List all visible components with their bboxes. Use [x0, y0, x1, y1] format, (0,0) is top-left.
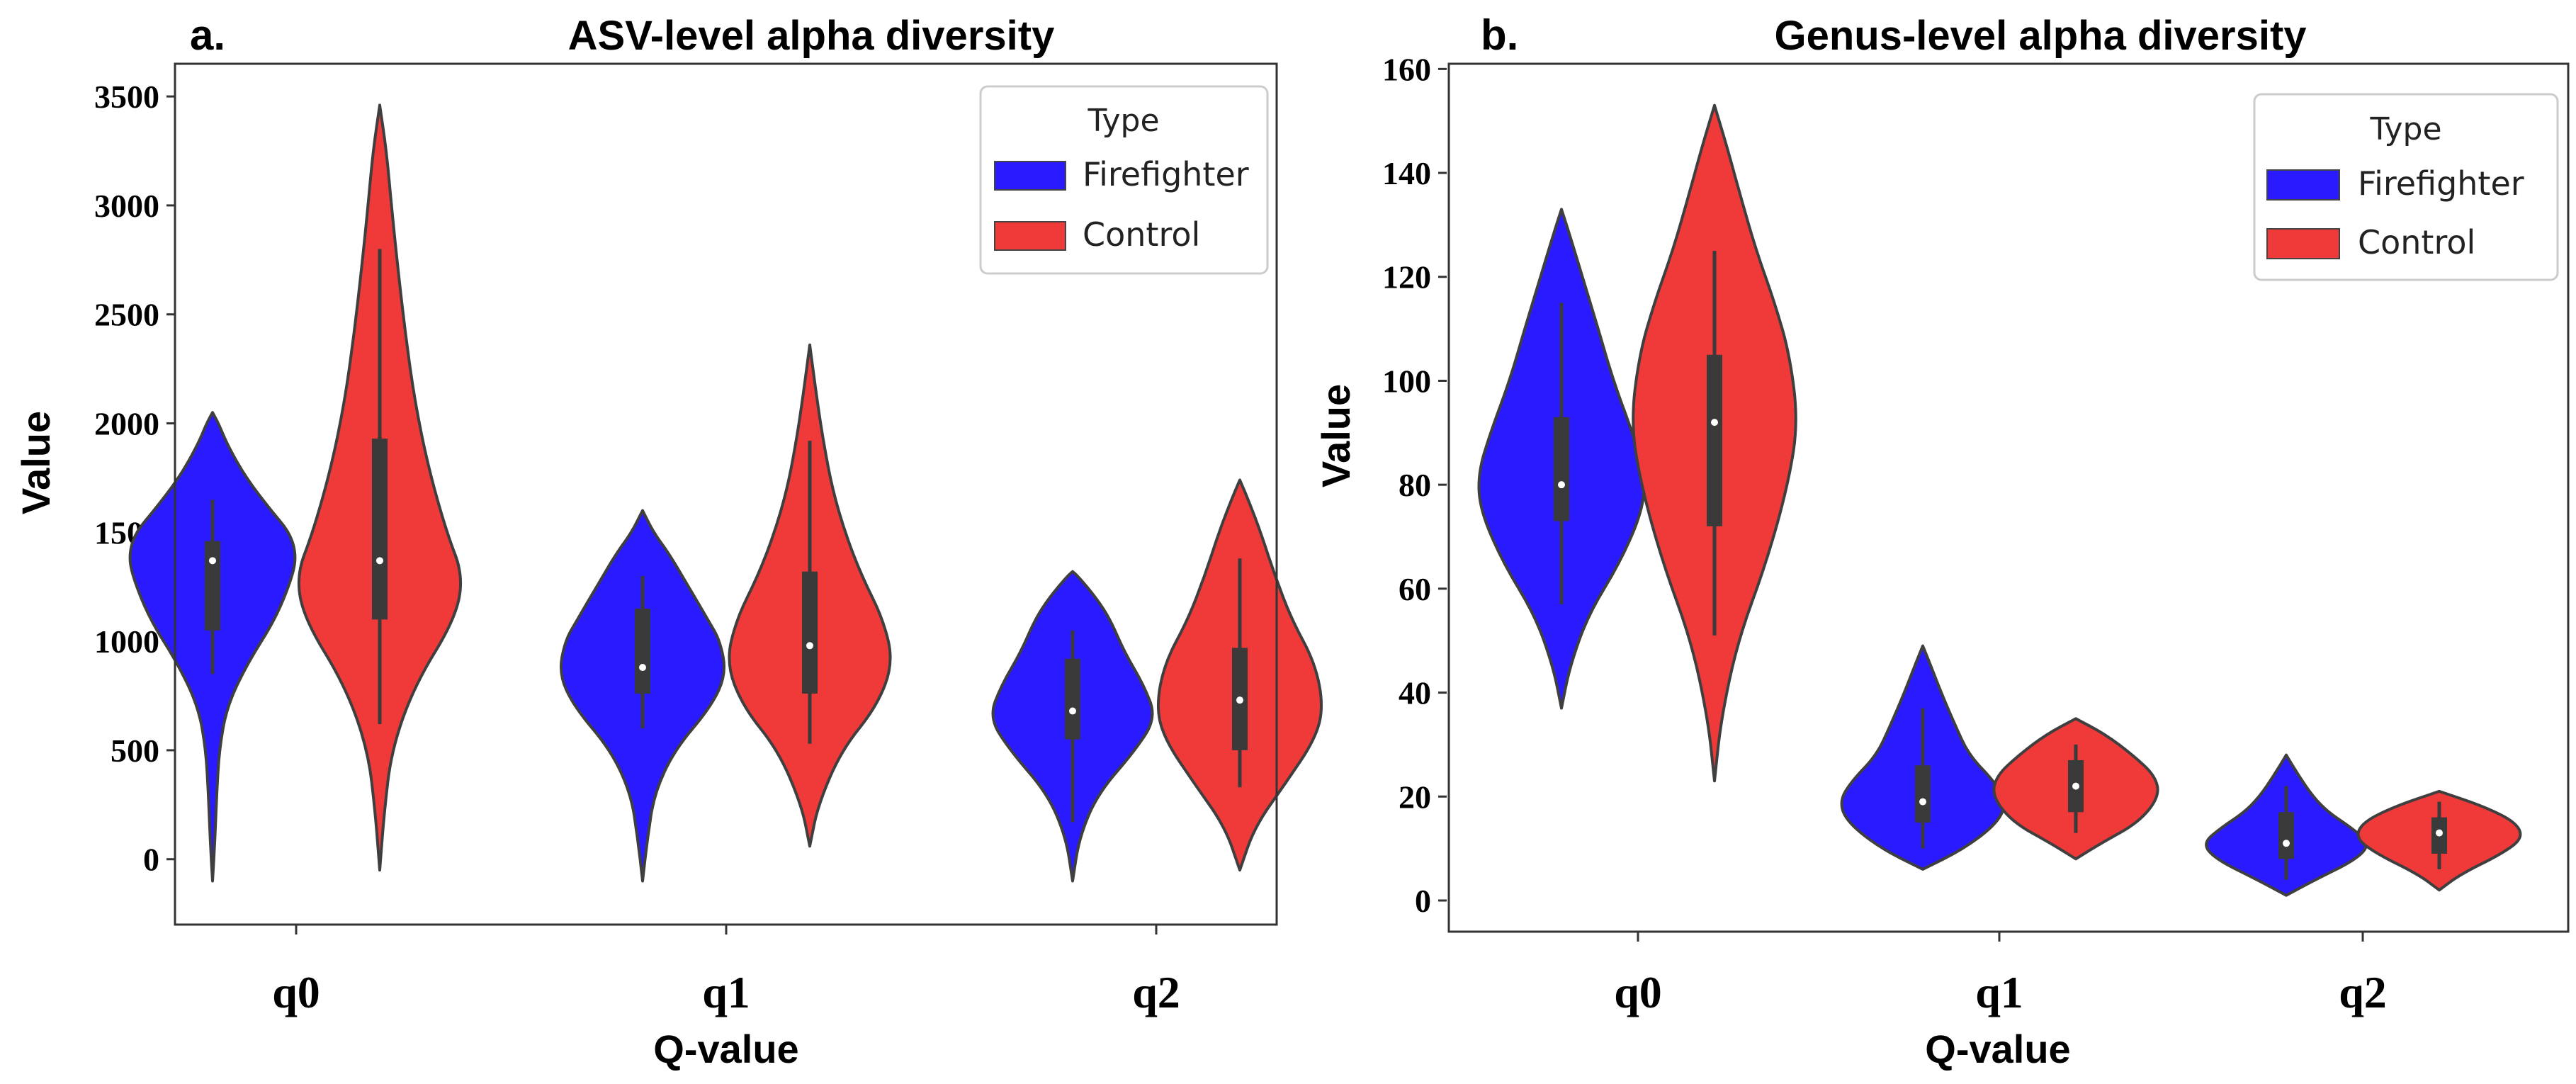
ytick-label: 40 — [1399, 675, 1431, 711]
xtick-label-q2: q2 — [2339, 967, 2387, 1017]
iqr-box-firefighter-q0 — [205, 541, 220, 631]
ytick-label: 20 — [1399, 779, 1431, 815]
ytick-label: 60 — [1399, 571, 1431, 607]
panel-b-legend-label-control: Control — [2358, 223, 2475, 261]
median-control-q2 — [2436, 829, 2443, 837]
iqr-box-firefighter-q2 — [1065, 658, 1080, 740]
panel-b-violins — [1477, 103, 2522, 897]
panel-a-violins — [128, 103, 1323, 883]
iqr-box-firefighter-q0 — [1554, 417, 1569, 521]
panel-b-y-axis: 0 20 40 60 80 100 120 140 160 — [1382, 51, 1447, 919]
median-control-q0 — [1711, 419, 1718, 427]
panel-b: b. Genus-level alpha diversity Value Q-v… — [1314, 11, 2570, 1071]
iqr-box-firefighter-q1 — [635, 608, 650, 694]
iqr-box-control-q0 — [372, 439, 388, 620]
panel-b-legend-swatch-control — [2266, 228, 2340, 259]
xtick-label-q1: q1 — [702, 967, 750, 1017]
panel-a-title: ASV-level alpha diversity — [568, 13, 1055, 59]
median-firefighter-q1 — [639, 664, 646, 672]
panel-b-x-axis: q0 q1 q2 — [1614, 932, 2387, 1017]
panel-b-frame — [1447, 62, 2570, 933]
xtick-label-q0: q0 — [1614, 967, 1662, 1017]
panel-a-legend-label-control: Control — [1083, 215, 1200, 254]
ytick-label: 2000 — [94, 406, 159, 442]
xtick-label-q1: q1 — [1975, 967, 2023, 1017]
ytick-label: 0 — [1415, 883, 1431, 919]
ytick-label: 120 — [1382, 259, 1431, 295]
ytick-label: 160 — [1382, 51, 1431, 87]
ytick-label: 80 — [1399, 467, 1431, 503]
iqr-box-firefighter-q2 — [2278, 812, 2294, 859]
ytick-label: 0 — [143, 842, 159, 878]
iqr-box-control-q1 — [802, 571, 818, 694]
median-firefighter-q2 — [1069, 707, 1076, 715]
panel-b-legend-swatch-firefighter — [2266, 169, 2340, 201]
median-control-q0 — [376, 557, 383, 565]
median-firefighter-q0 — [1558, 481, 1565, 489]
panel-b-title: Genus-level alpha diversity — [1774, 13, 2306, 59]
panel-b-xlabel: Q-value — [1925, 1027, 2070, 1071]
ytick-label: 3000 — [94, 188, 159, 224]
panel-a-x-axis: q0 q1 q2 — [272, 925, 1180, 1017]
panel-a-legend-title: Type — [1087, 103, 1159, 139]
panel-a-legend-swatch-control — [994, 221, 1066, 251]
median-firefighter-q1 — [1919, 798, 1926, 806]
iqr-box-control-q0 — [1707, 354, 1722, 526]
xtick-label-q2: q2 — [1132, 967, 1180, 1017]
ytick-label: 140 — [1382, 155, 1431, 191]
median-firefighter-q2 — [2283, 840, 2290, 847]
ytick-label: 100 — [1382, 363, 1431, 399]
xtick-label-q0: q0 — [272, 967, 320, 1017]
ytick-label: 3500 — [94, 79, 159, 115]
ytick-label: 500 — [111, 733, 159, 769]
panel-b-letter: b. — [1481, 11, 1518, 59]
panel-a-legend-label-firefighter: Firefighter — [1083, 155, 1249, 193]
panel-b-legend: Type Firefighter Control — [2253, 93, 2559, 281]
panel-a-xlabel: Q-value — [653, 1027, 798, 1071]
median-control-q1 — [806, 642, 813, 650]
panel-a-frame — [174, 62, 1278, 926]
panel-b-ylabel: Value — [1314, 384, 1358, 487]
panel-b-legend-title: Type — [2369, 111, 2441, 147]
panel-a-letter: a. — [190, 11, 225, 59]
ytick-label: 2500 — [94, 297, 159, 333]
median-firefighter-q0 — [209, 557, 216, 565]
ytick-label: 1000 — [94, 623, 159, 660]
panel-b-legend-label-firefighter: Firefighter — [2358, 164, 2524, 203]
median-control-q2 — [1236, 696, 1243, 704]
iqr-box-firefighter-q1 — [1915, 765, 1931, 823]
panel-a-legend: Type Firefighter Control — [979, 85, 1269, 275]
panel-a: a. ASV-level alpha diversity Value Q-val… — [13, 11, 1323, 1071]
median-control-q1 — [2072, 782, 2079, 790]
panel-a-legend-swatch-firefighter — [994, 161, 1066, 191]
panel-a-ylabel: Value — [13, 411, 58, 514]
